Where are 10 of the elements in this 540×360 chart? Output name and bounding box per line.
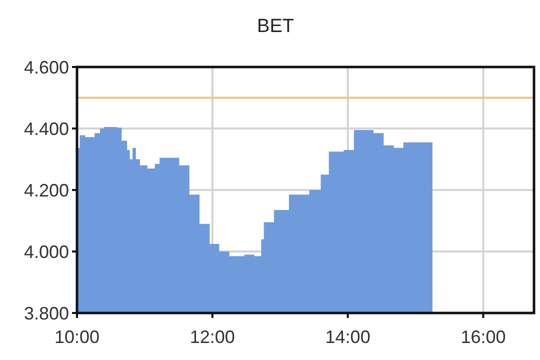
x-tick-label: 14:00 [325,327,370,347]
x-tick-label: 16:00 [460,327,506,347]
y-tick-label: 4.400 [24,118,69,139]
y-tick-label: 4.000 [24,242,69,262]
x-tick-label: 10:00 [54,327,100,347]
y-tick-label: 4.600 [24,57,69,78]
x-tick-label: 12:00 [190,327,235,347]
y-tick-label: 4.200 [24,180,69,200]
y-tick-label: 3.800 [24,303,69,324]
chart-title: BET [257,16,294,37]
